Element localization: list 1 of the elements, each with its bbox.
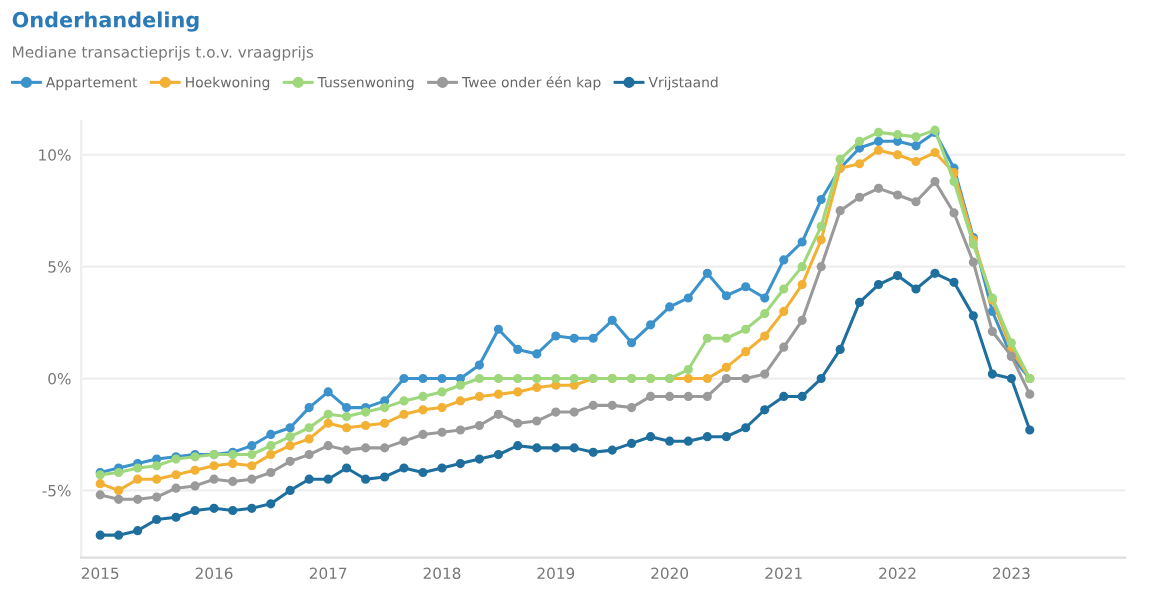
chart-title: Onderhandeling xyxy=(12,11,199,32)
